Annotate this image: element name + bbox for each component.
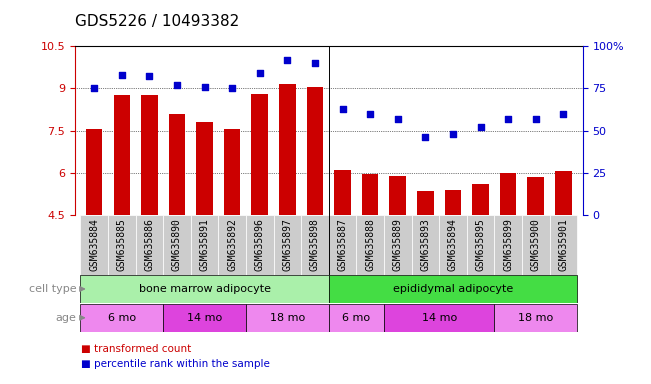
Point (503, 116, 514, 122)
Text: age: age (55, 313, 76, 323)
Bar (494, 215, 522, 275)
Text: GSM635886: GSM635886 (145, 218, 154, 271)
Point (365, 111, 376, 117)
Point (199, 84, 210, 90)
Bar (467, 215, 494, 275)
Bar (80, 215, 108, 275)
Text: GSM635890: GSM635890 (172, 218, 182, 271)
Text: GSM635888: GSM635888 (365, 218, 375, 271)
Bar (113, 95, 130, 215)
Point (310, 60, 320, 66)
Bar (549, 215, 577, 275)
Text: cell type: cell type (29, 284, 76, 294)
Text: 18 mo: 18 mo (270, 313, 305, 323)
Bar (135, 215, 163, 275)
Bar (362, 174, 378, 215)
Point (227, 85, 238, 91)
Bar (301, 215, 329, 275)
Bar (329, 275, 577, 303)
Bar (108, 215, 135, 275)
Point (337, 106, 348, 112)
Text: 6 mo: 6 mo (342, 313, 370, 323)
Point (255, 70, 265, 76)
Bar (384, 304, 494, 331)
Bar (86, 129, 102, 215)
Bar (555, 171, 572, 215)
Text: GSM635887: GSM635887 (338, 218, 348, 271)
Text: 6 mo: 6 mo (107, 313, 136, 323)
Point (420, 134, 430, 141)
Bar (527, 177, 544, 215)
Bar (246, 304, 329, 331)
Bar (163, 215, 191, 275)
Point (448, 131, 458, 137)
Text: bone marrow adipocyte: bone marrow adipocyte (139, 284, 271, 294)
Bar (472, 184, 489, 215)
Point (117, 72, 127, 78)
Bar (445, 190, 461, 215)
Text: GSM635894: GSM635894 (448, 218, 458, 271)
Bar (224, 129, 240, 215)
Bar (356, 215, 384, 275)
Bar (522, 215, 549, 275)
Bar (191, 215, 218, 275)
Bar (307, 87, 324, 215)
Text: ■ percentile rank within the sample: ■ percentile rank within the sample (81, 359, 270, 369)
Bar (384, 215, 411, 275)
Bar (251, 94, 268, 215)
Bar (439, 215, 467, 275)
Text: epididymal adipocyte: epididymal adipocyte (393, 284, 513, 294)
Text: GSM635898: GSM635898 (310, 218, 320, 271)
Point (531, 116, 541, 122)
Bar (334, 170, 351, 215)
Point (172, 82, 182, 88)
Point (475, 124, 486, 130)
Text: 14 mo: 14 mo (187, 313, 222, 323)
Text: GSM635901: GSM635901 (559, 218, 568, 271)
Bar (273, 215, 301, 275)
Bar (417, 191, 434, 215)
Bar (197, 122, 213, 215)
Text: GSM635884: GSM635884 (89, 218, 99, 271)
Text: GSM635892: GSM635892 (227, 218, 237, 271)
Point (144, 73, 154, 79)
Bar (163, 304, 246, 331)
Text: GDS5226 / 10493382: GDS5226 / 10493382 (75, 14, 239, 29)
Bar (218, 215, 246, 275)
Text: GSM635885: GSM635885 (117, 218, 127, 271)
Text: 14 mo: 14 mo (421, 313, 457, 323)
Bar (80, 304, 163, 331)
Text: GSM635900: GSM635900 (531, 218, 541, 271)
Text: ■ transformed count: ■ transformed count (81, 344, 191, 354)
Point (282, 56, 292, 63)
Bar (141, 95, 158, 215)
Bar (279, 84, 296, 215)
Text: GSM635893: GSM635893 (421, 218, 430, 271)
Point (558, 111, 568, 117)
Text: GSM635899: GSM635899 (503, 218, 513, 271)
Text: GSM635897: GSM635897 (283, 218, 292, 271)
Bar (411, 215, 439, 275)
Bar (389, 175, 406, 215)
Bar (500, 173, 516, 215)
Text: GSM635895: GSM635895 (475, 218, 486, 271)
Bar (246, 215, 273, 275)
Text: GSM635889: GSM635889 (393, 218, 403, 271)
Text: GSM635891: GSM635891 (200, 218, 210, 271)
Point (89, 85, 100, 91)
Text: 18 mo: 18 mo (518, 313, 553, 323)
Bar (169, 114, 186, 215)
Point (393, 116, 403, 122)
Bar (80, 275, 329, 303)
Text: GSM635896: GSM635896 (255, 218, 265, 271)
Bar (494, 304, 577, 331)
Bar (329, 304, 384, 331)
Bar (329, 215, 356, 275)
